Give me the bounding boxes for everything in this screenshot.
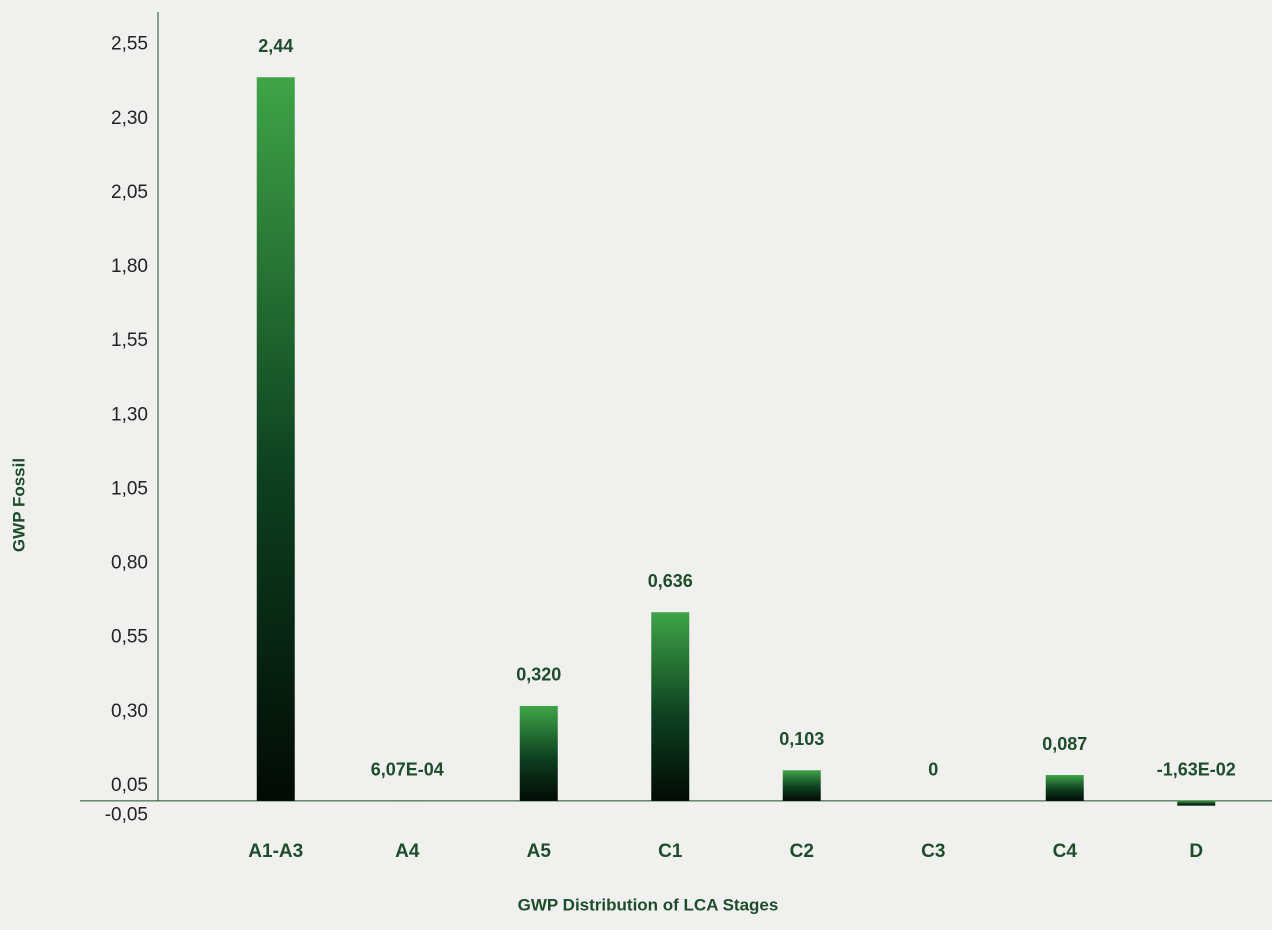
y-tick-label: 2,55 [111,34,148,55]
x-tick-label: C1 [658,841,683,862]
y-tick-label: 2,05 [111,182,148,203]
y-tick-label: 1,30 [111,404,148,425]
y-tick-label: 0,55 [111,627,148,648]
x-tick-label: D [1189,841,1203,862]
y-tick-label: 1,80 [111,256,148,277]
bar [1045,775,1084,801]
bar [1177,800,1216,806]
y-tick-label: 1,05 [111,478,148,499]
x-tick-label: A5 [527,841,552,862]
x-axis-label: GWP Distribution of LCA Stages [518,895,779,914]
data-label: 0,320 [516,665,561,685]
y-tick-label: 1,55 [111,330,148,351]
data-label: 6,07E-04 [371,759,444,779]
y-tick-label: -0,05 [105,805,148,826]
data-label: 0,087 [1042,734,1087,754]
y-axis-label: GWP Fossil [9,458,28,552]
bar [256,77,295,801]
data-label: 2,44 [258,36,293,56]
data-label: 0,103 [779,729,824,749]
data-label: 0,636 [648,571,693,591]
x-tick-label: C2 [790,841,814,862]
data-label: -1,63E-02 [1157,760,1236,780]
bar [519,705,558,801]
x-tick-label: C3 [921,841,945,862]
y-tick-label: 0,80 [111,553,148,574]
data-label: 0 [928,760,938,780]
x-tick-label: A1-A3 [248,841,303,862]
x-tick-label: C4 [1053,841,1078,862]
y-tick-label: 0,30 [111,701,148,722]
bar [651,612,690,801]
y-tick-label: 2,30 [111,108,148,129]
x-tick-label: A4 [395,841,420,862]
bar [782,770,821,801]
y-tick-label: 0,05 [111,775,148,796]
